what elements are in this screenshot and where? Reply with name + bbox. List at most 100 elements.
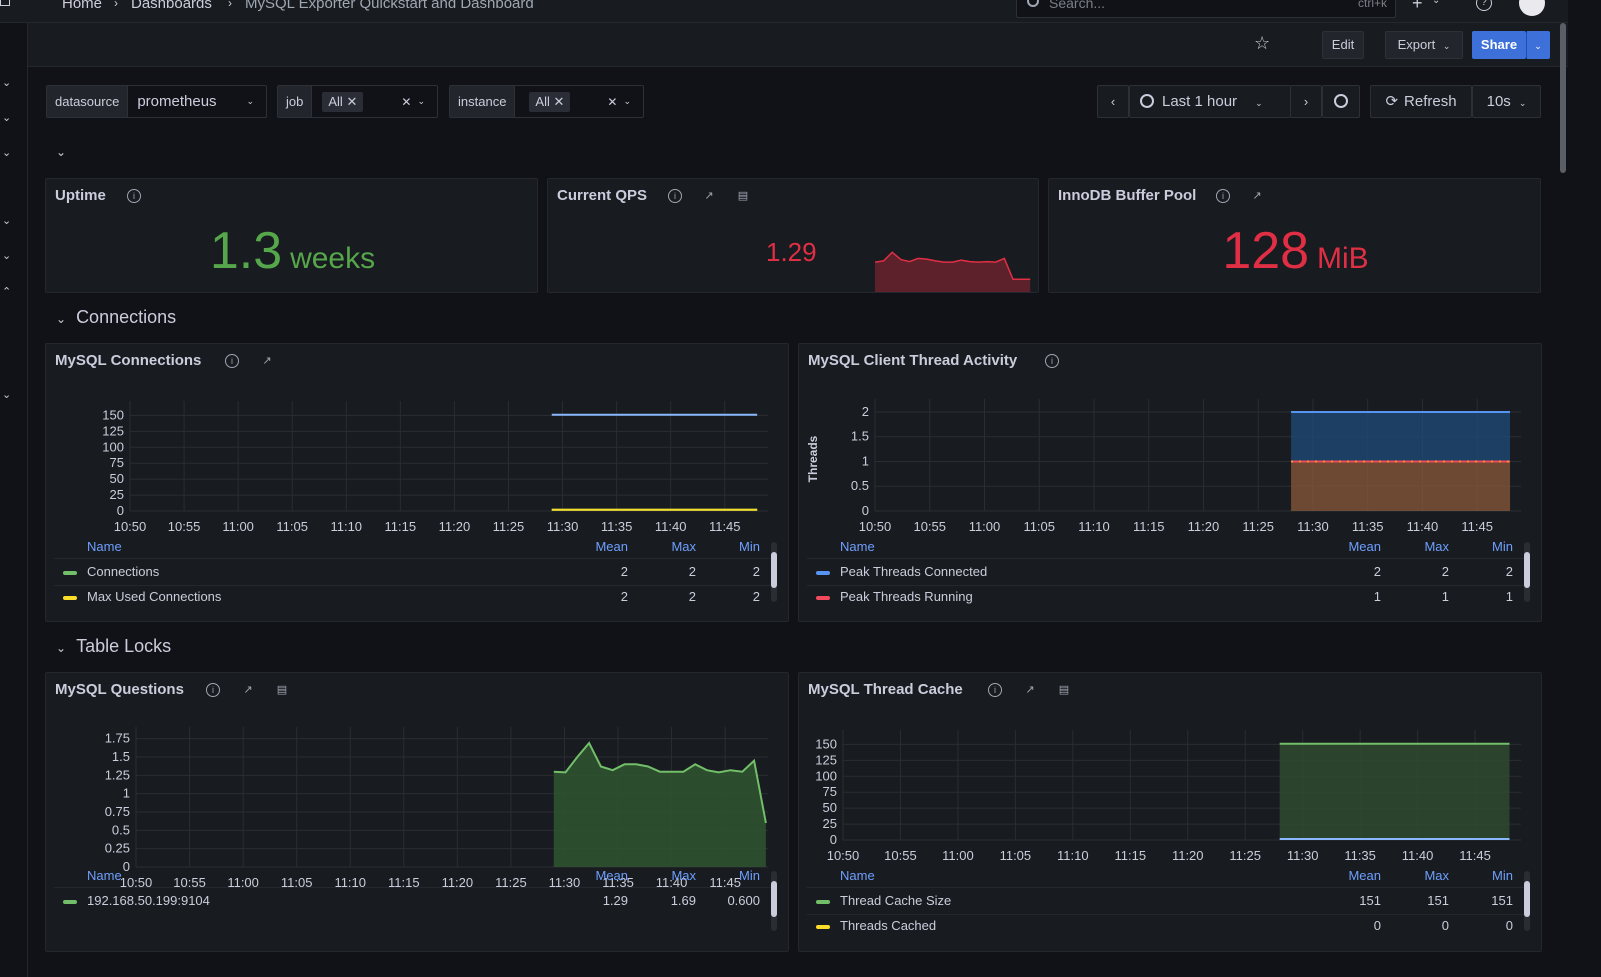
library-panel-icon[interactable]: ▤ [1058,684,1070,696]
legend-header-name: Name [87,868,122,883]
scrollbar-thumb[interactable] [1524,552,1530,588]
clear-icon[interactable]: ✕ [401,94,412,109]
info-icon[interactable]: i [127,189,141,203]
panel-uptime: Uptime i 1.3 weeks [45,178,538,293]
chevron-down-icon[interactable]: ⌄ [2,112,12,124]
x-tick-label: 11:00 [222,519,254,534]
zoom-out-button[interactable] [1322,85,1360,118]
variable-job[interactable]: job All ✕ ✕ ⌄ [277,85,438,118]
legend-row[interactable]: Connections [63,564,159,579]
legend-row[interactable]: Max Used Connections [63,589,221,604]
search-box[interactable]: Search... ctrl+k [1016,0,1396,18]
external-link-icon[interactable]: ↗ [704,190,714,202]
add-icon[interactable]: + [1412,0,1423,13]
legend-scrollbar[interactable] [771,542,777,602]
share-dropdown-button[interactable]: ⌄ [1526,31,1550,59]
x-tick-label: 11:20 [439,519,471,534]
panel-mysql-connections: MySQL Connections i ↗ 0 25 50 75 100 125 150 10… [45,343,789,622]
edit-button[interactable]: Edit [1322,31,1364,59]
y-tick-label: 0 [830,832,837,847]
chevron-left-icon: ‹ [1110,94,1116,109]
info-icon[interactable]: i [206,683,220,697]
legend-scrollbar[interactable] [771,871,777,931]
breadcrumb-home[interactable]: Home [62,0,103,12]
time-forward-button[interactable]: › [1290,85,1322,118]
chevron-up-icon[interactable]: ⌃ [2,286,12,298]
chevron-down-icon[interactable]: ⌄ [2,147,12,159]
search-icon [1027,0,1039,7]
row-collapse-icon[interactable]: ⌄ [56,145,67,159]
export-button[interactable]: Export ⌄ [1385,31,1463,59]
legend-scrollbar[interactable] [1524,542,1530,602]
info-icon[interactable]: i [1216,189,1230,203]
variable-instance[interactable]: instance All ✕ ✕ ⌄ [449,85,644,118]
refresh-interval-picker[interactable]: 10s ⌄ [1472,85,1541,118]
legend-row[interactable]: Peak Threads Running [816,589,973,604]
library-panel-icon[interactable]: ▤ [276,684,288,696]
chevron-down-icon[interactable]: ⌄ [2,389,12,401]
x-tick-label: 11:45 [1459,848,1491,863]
chevron-down-icon[interactable]: ⌄ [1432,0,1441,6]
variable-datasource[interactable]: datasource prometheus ⌄ [46,85,267,118]
page-scrollbar[interactable] [1560,23,1566,173]
scrollbar-thumb[interactable] [771,881,777,917]
selected-tag: All ✕ [529,91,571,112]
side-collapse-strip: ⌄ ⌄ ⌄ ⌄ ⌄ ⌃ ⌄ [0,23,28,977]
legend-row[interactable]: Peak Threads Connected [816,564,987,579]
info-icon[interactable]: i [988,683,1002,697]
info-icon[interactable]: i [668,189,682,203]
clock-icon [1140,94,1154,108]
y-tick-label: 0 [862,503,869,518]
y-tick-label: 100 [102,439,124,454]
series-name: Threads Cached [840,918,937,933]
external-link-icon[interactable]: ↗ [262,355,272,367]
legend-row[interactable]: 192.168.50.199:9104 [63,893,210,908]
help-icon[interactable]: ? [1476,0,1492,11]
x-tick-label: 11:00 [227,875,259,890]
legend-scrollbar[interactable] [1524,871,1530,931]
series-name: 192.168.50.199:9104 [87,893,210,908]
time-back-button[interactable]: ‹ [1097,85,1129,118]
scrollbar-thumb[interactable] [1524,881,1530,917]
row-table-locks[interactable]: ⌄ Table Locks [56,636,171,657]
x-tick-label: 11:40 [1402,848,1434,863]
refresh-button[interactable]: ⟳ Refresh [1370,85,1472,118]
variable-label: job [278,86,313,117]
library-panel-icon[interactable]: ▤ [737,190,749,202]
external-link-icon[interactable]: ↗ [1025,684,1035,696]
tag-label: All [328,93,343,109]
mysql-questions-chart: 0 0.25 0.5 0.75 1 1.25 1.5 1.75 10:50 10:55 11:00 1… [105,727,768,890]
legend-row[interactable]: Thread Cache Size [816,893,951,908]
menu-icon[interactable] [0,0,10,6]
panel-mysql-questions: MySQL Questions i ↗ ▤ 0 0.25 0.5 0.75 1 1.25 1… [45,672,789,952]
chevron-down-icon[interactable]: ⌄ [2,215,12,227]
share-button[interactable]: Share [1472,31,1526,59]
clear-icon[interactable]: ✕ [607,94,618,109]
star-icon[interactable]: ☆ [1254,33,1271,53]
info-icon[interactable]: i [1045,354,1059,368]
remove-tag-icon[interactable]: ✕ [346,93,358,109]
legend-row[interactable]: Threads Cached [816,918,936,933]
x-tick-label: 11:15 [385,519,417,534]
x-tick-label: 11:30 [1287,848,1319,863]
external-link-icon[interactable]: ↗ [1252,190,1262,202]
avatar[interactable] [1519,0,1545,16]
row-connections[interactable]: ⌄ Connections [56,307,176,328]
panel-title: MySQL Client Thread Activity [808,352,1018,369]
chevron-down-icon[interactable]: ⌄ [2,77,12,89]
client-thread-activity-chart: 0 0.5 1 1.5 2 10:50 10:55 11:00 11:05 11:10 11:15 1… [806,399,1521,534]
legend-min: 2 [752,564,760,579]
x-tick-label: 11:20 [442,875,474,890]
external-link-icon[interactable]: ↗ [243,684,253,696]
scrollbar-thumb[interactable] [771,552,777,588]
breadcrumb-dashboards[interactable]: Dashboards [131,0,212,12]
time-range-picker[interactable]: Last 1 hour ⌄ [1129,85,1291,118]
legend-separator [807,558,1525,559]
info-icon[interactable]: i [225,354,239,368]
panel-current-qps: Current QPS i ↗ ▤ 1.29 [547,178,1039,293]
chevron-down-icon[interactable]: ⌄ [2,250,12,262]
stat-value: 128 MiB [1049,221,1540,281]
legend-header-min: Min [739,868,760,883]
remove-tag-icon[interactable]: ✕ [553,93,565,109]
